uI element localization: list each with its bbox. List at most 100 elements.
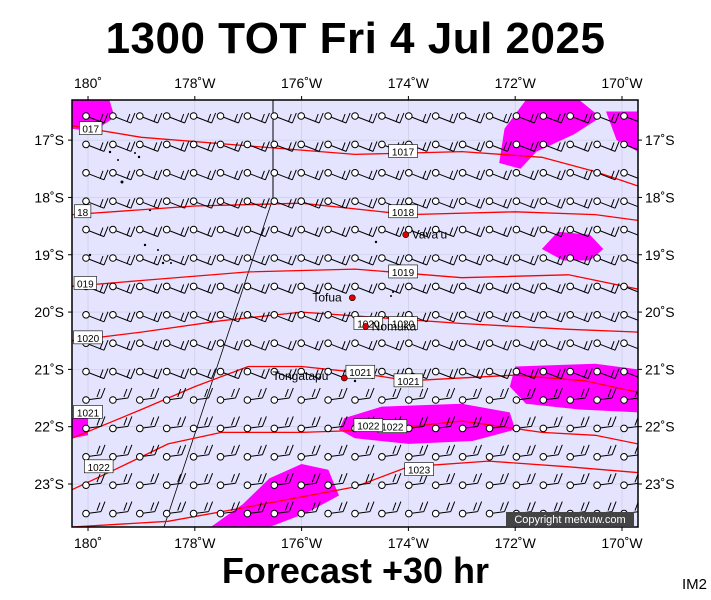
wind-barb [216, 339, 243, 351]
wind-barb [109, 501, 133, 518]
wind-barb [243, 169, 270, 181]
wind-barb [566, 282, 593, 294]
svg-text:1021: 1021 [397, 377, 420, 388]
wind-barb [485, 140, 512, 152]
wind-barb [270, 197, 297, 209]
wind-barb [485, 282, 512, 294]
wind-barb [566, 112, 593, 124]
wind-barb [216, 112, 243, 124]
isobar-label: 1022 [377, 419, 408, 434]
lon-label-bottom: 170˚W [601, 535, 643, 551]
lon-label-top: 172˚W [495, 75, 537, 91]
wind-barb [297, 501, 321, 518]
wind-barb [324, 225, 351, 238]
wind-barb [620, 367, 638, 378]
wind-barb [270, 501, 294, 518]
wind-barb [351, 282, 378, 294]
svg-text:1018: 1018 [392, 208, 415, 219]
wind-barb [216, 444, 240, 461]
wind-barb [189, 501, 214, 518]
wind-barb [216, 473, 240, 490]
wind-barb [216, 169, 243, 181]
wind-barb [270, 387, 294, 404]
wind-barb [243, 444, 267, 461]
wind-barb [109, 169, 136, 181]
wind-barb [593, 225, 620, 238]
wind-barb [109, 339, 136, 351]
place-marker: Tongatapu [272, 369, 348, 383]
wind-barb [512, 197, 539, 209]
wind-barb [431, 339, 459, 351]
wind-barb [351, 112, 378, 124]
wind-barb [405, 339, 432, 351]
wind-barb [566, 387, 590, 404]
wind-barb [162, 254, 190, 266]
lat-label-left: 17˚S [34, 132, 64, 148]
svg-text:1020: 1020 [77, 334, 100, 345]
wind-barb [378, 387, 402, 404]
wind-barb [109, 367, 136, 380]
wind-barb [216, 367, 243, 380]
isobar-label: 019 [73, 276, 97, 290]
wind-barb [109, 112, 136, 124]
wind-barb [458, 112, 486, 124]
isobar-label: 1021 [345, 364, 376, 379]
wind-barb [593, 387, 617, 404]
wind-barb [136, 444, 160, 461]
wind-barb [512, 169, 539, 181]
wind-barb [431, 254, 459, 266]
isobar-label: 1018 [388, 204, 418, 219]
place-label: Tongatapu [272, 369, 328, 383]
wind-barb [485, 473, 509, 490]
wind-barb [297, 254, 324, 266]
wind-barb [458, 501, 483, 518]
wind-barb [458, 367, 486, 380]
wind-barb [324, 140, 351, 152]
wind-barb [162, 140, 190, 152]
wind-barb [189, 367, 217, 380]
wind-barb [539, 112, 566, 124]
chart-title: 1300 TOT Fri 4 Jul 2025 [105, 14, 606, 63]
wind-barb [270, 367, 297, 380]
wind-barb [485, 339, 512, 351]
wind-barb [593, 140, 620, 152]
svg-text:1022: 1022 [88, 463, 111, 474]
wind-barb [136, 197, 163, 209]
wind-barb [216, 140, 243, 152]
isobar-label: 1021 [393, 373, 424, 388]
rain-area [210, 464, 339, 527]
wind-barb [512, 112, 539, 124]
wind-barb [539, 444, 563, 461]
wind-barb [485, 197, 512, 209]
wind-barb [109, 140, 136, 152]
place-label: Tofua [312, 291, 342, 305]
map-frame [71, 99, 639, 528]
wind-barb [82, 169, 109, 181]
wind-barb [270, 339, 297, 351]
wind-barb [539, 339, 566, 351]
svg-text:1021: 1021 [349, 368, 372, 379]
wind-barb [620, 282, 638, 293]
wind-barb [162, 416, 187, 433]
wind-barb [297, 339, 324, 351]
isobar-label: 1017 [388, 144, 418, 159]
wind-barb [351, 140, 378, 152]
wind-barb [405, 282, 432, 294]
lon-label-bottom: 174˚W [388, 535, 430, 551]
wind-barb [351, 444, 375, 461]
wind-barb [82, 501, 106, 518]
wind-barb [485, 416, 509, 433]
wind-barb [405, 169, 432, 181]
wind-barb [485, 311, 512, 323]
wind-barb [297, 367, 324, 380]
wind-barb [109, 444, 133, 461]
wind-barb [136, 501, 160, 518]
wind-barb [458, 140, 486, 152]
wind-barb [136, 225, 163, 238]
wind-barb [136, 282, 163, 294]
wind-barb [243, 140, 270, 152]
lat-label-right: 20˚S [645, 304, 675, 320]
lat-label-right: 18˚S [645, 189, 675, 205]
wind-barb [189, 254, 217, 266]
wind-barb [431, 225, 459, 238]
